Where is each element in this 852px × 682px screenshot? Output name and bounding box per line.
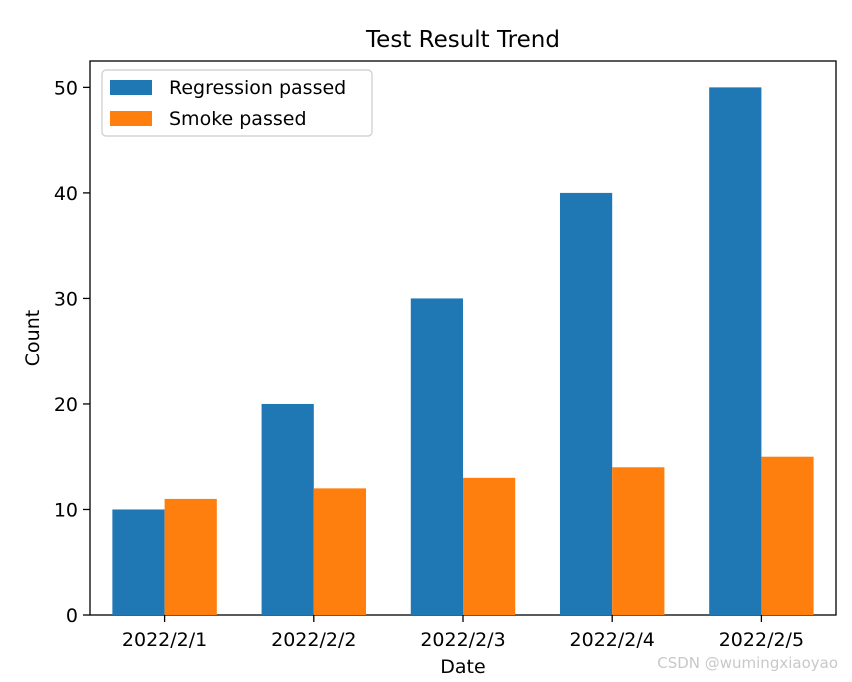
x-tick-label-4: 2022/2/5 [719,629,804,651]
legend-swatch-smoke [110,111,152,126]
bar-smoke-4 [761,456,814,615]
bar-smoke-0 [164,498,217,615]
x-tick-label-1: 2022/2/2 [271,629,356,651]
bar-smoke-3 [612,467,665,615]
watermark: CSDN @wumingxiaoyao [657,654,838,672]
y-tick-label-2: 20 [54,394,78,416]
y-tick-label-1: 10 [54,499,78,521]
bar-regression-2 [410,298,463,615]
legend-frame [101,69,373,137]
bar-smoke-1 [313,488,367,615]
legend-swatch-regression [110,80,152,95]
legend-item-regression: Regression passed [110,77,346,99]
chart-title: Test Result Trend [365,27,560,53]
y-tick-label-3: 30 [54,288,78,310]
legend-label-regression: Regression passed [169,77,346,99]
x-tick-label-0: 2022/2/1 [122,629,207,651]
y-axis-ticks: 0 10 20 30 40 50 [54,77,90,627]
y-axis-label: Count [22,310,44,366]
bars [112,87,814,615]
y-tick-label-5: 50 [54,77,78,99]
x-tick-label-3: 2022/2/4 [570,629,655,651]
bar-regression-4 [709,87,762,615]
bar-smoke-2 [463,477,516,615]
x-axis-ticks: 2022/2/1 2022/2/2 2022/2/3 2022/2/4 2022/2/5 [122,615,804,651]
legend-item-smoke: Smoke passed [110,108,307,130]
y-tick-label-4: 40 [54,183,78,205]
y-tick-label-0: 0 [66,605,78,627]
bar-regression-1 [261,403,314,615]
legend-label-smoke: Smoke passed [169,108,307,130]
x-tick-label-2: 2022/2/3 [420,629,505,651]
x-axis-label: Date [440,656,485,678]
legend: Regression passed Smoke passed [101,69,373,137]
bar-regression-3 [559,192,613,615]
bar-regression-0 [112,509,165,615]
